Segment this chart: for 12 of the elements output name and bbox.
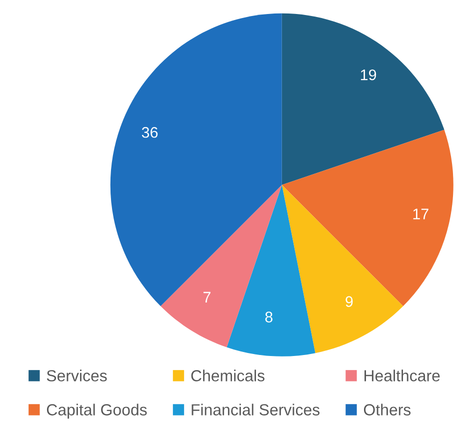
data-label: 17	[413, 208, 428, 220]
legend-label: Others	[364, 404, 411, 416]
legend-label: Capital Goods	[46, 404, 147, 419]
legend-label: Services	[46, 370, 107, 382]
legend-label: Chemicals	[191, 370, 264, 382]
legend-label: Financial Services	[192, 404, 320, 416]
data-label: 9	[346, 296, 353, 307]
data-label: 36	[142, 126, 158, 138]
data-label: 8	[265, 312, 272, 322]
data-label: 19	[360, 69, 376, 80]
legend-label: Healthcare	[364, 370, 440, 382]
data-label: 7	[204, 292, 210, 302]
